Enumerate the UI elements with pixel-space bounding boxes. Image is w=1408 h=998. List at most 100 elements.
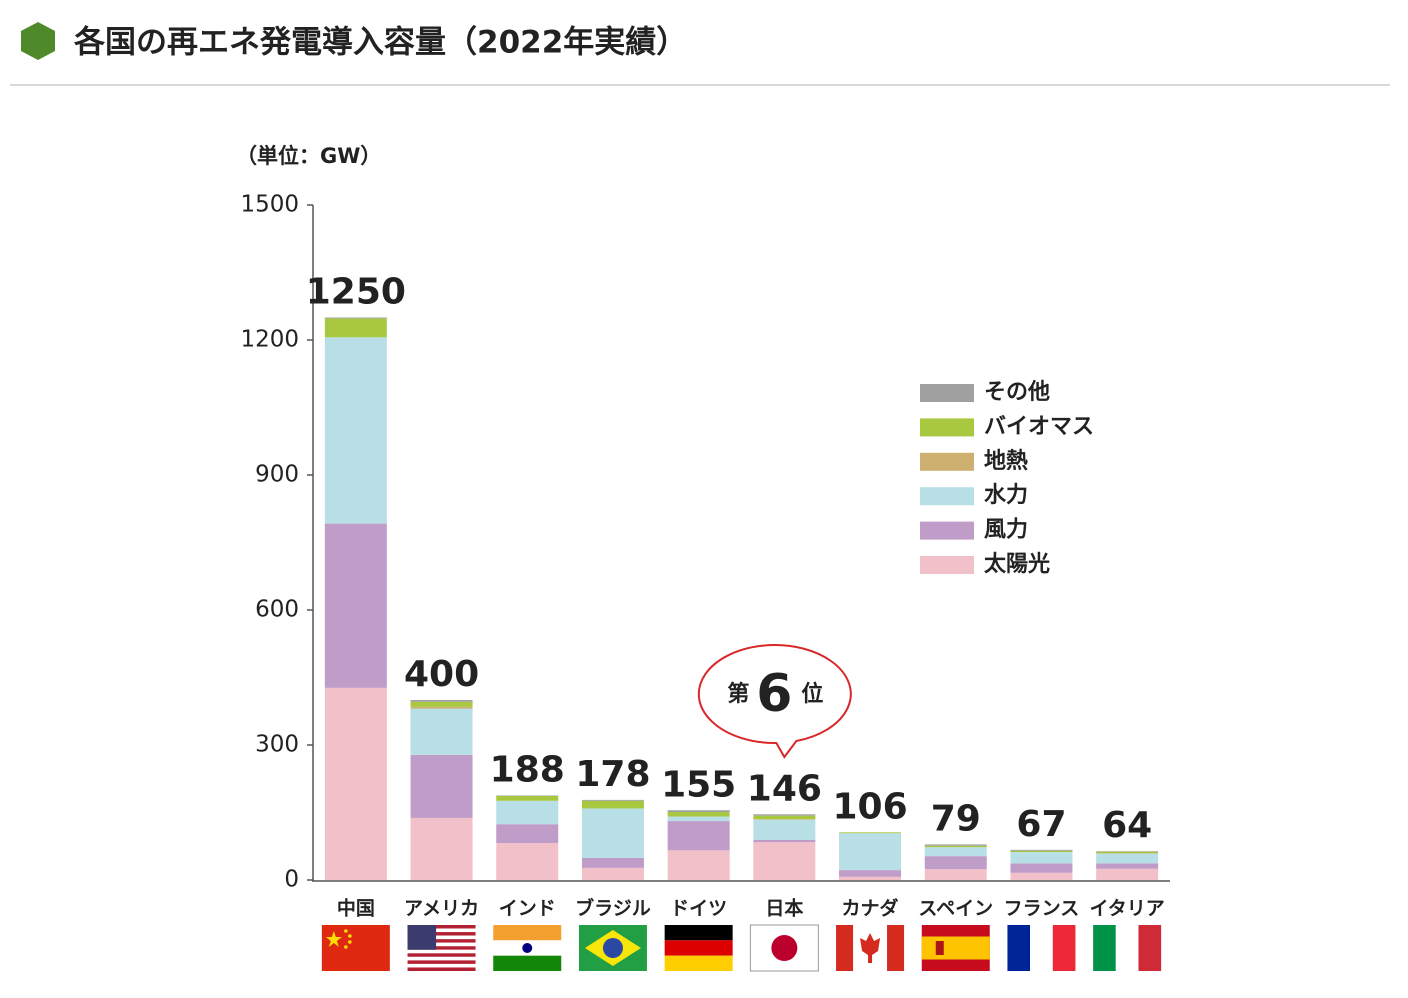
bar-segment bbox=[324, 687, 387, 880]
bar-segment bbox=[839, 832, 902, 834]
flag bbox=[578, 925, 647, 971]
flag bbox=[921, 925, 990, 971]
flag-part bbox=[348, 940, 352, 944]
bar-segment bbox=[1010, 850, 1073, 853]
flag-part bbox=[407, 942, 476, 947]
bar-segment bbox=[410, 706, 473, 709]
total-label: 178 bbox=[575, 754, 650, 795]
legend-label: 地熱 bbox=[984, 448, 1028, 474]
bar-segment bbox=[410, 817, 473, 880]
total-label: 67 bbox=[1016, 804, 1066, 845]
legend-label: バイオマス bbox=[984, 414, 1094, 439]
legend-label: 風力 bbox=[984, 518, 1028, 543]
legend-swatch bbox=[920, 487, 974, 506]
x-tick-label: スペイン bbox=[918, 898, 993, 920]
bar-segment bbox=[924, 856, 987, 870]
bar-segment bbox=[1010, 849, 1073, 851]
flag bbox=[836, 925, 905, 971]
flag-part bbox=[407, 949, 476, 954]
bar-segment bbox=[496, 795, 559, 801]
bar-segment bbox=[581, 799, 644, 801]
annotation-rank: 6 bbox=[756, 664, 792, 724]
flag-part bbox=[664, 925, 733, 941]
bar-segment bbox=[667, 812, 730, 817]
annotation-suffix: 位 bbox=[801, 681, 823, 707]
flag bbox=[321, 925, 390, 971]
bar-segment bbox=[667, 816, 730, 822]
chart-title: 各国の再エネ発電導入容量（2022年実績） bbox=[73, 25, 687, 61]
bar-segment bbox=[581, 808, 644, 858]
flag-part bbox=[1030, 925, 1053, 971]
legend-swatch bbox=[920, 452, 974, 471]
legend-label: 太陽光 bbox=[984, 552, 1050, 577]
flag-part bbox=[407, 953, 476, 957]
bar-segment bbox=[753, 839, 816, 843]
flag-part bbox=[493, 925, 562, 941]
bar-segment bbox=[1010, 872, 1073, 880]
x-tick-label: インド bbox=[499, 898, 556, 920]
total-label: 1250 bbox=[306, 272, 406, 313]
bar-segment bbox=[496, 824, 559, 844]
bar-segment bbox=[924, 869, 987, 880]
flag-part bbox=[344, 945, 348, 949]
flag-part bbox=[1052, 925, 1076, 971]
flag-part bbox=[664, 940, 733, 956]
flag bbox=[1007, 925, 1076, 971]
flag-part bbox=[407, 963, 476, 968]
bar-segment bbox=[924, 845, 987, 848]
bar-segment bbox=[667, 850, 730, 880]
x-tick-label: 日本 bbox=[765, 897, 803, 920]
bar-segment bbox=[324, 337, 387, 524]
bar-segment bbox=[1096, 853, 1159, 864]
legend-swatch bbox=[920, 556, 974, 574]
flag-part bbox=[664, 955, 733, 971]
total-label: 64 bbox=[1102, 805, 1152, 846]
flag-part bbox=[1115, 925, 1139, 971]
flag-part bbox=[407, 967, 476, 971]
bar-segment bbox=[581, 867, 644, 880]
bar-segment bbox=[924, 847, 987, 857]
flag-part bbox=[407, 960, 476, 964]
flag bbox=[1093, 925, 1162, 971]
bar-segment bbox=[839, 833, 902, 871]
flag-part bbox=[1093, 925, 1116, 971]
legend-label: 水力 bbox=[984, 483, 1028, 508]
bar-segment bbox=[839, 870, 902, 877]
bar-segment bbox=[667, 821, 730, 851]
annotation-bubble bbox=[697, 644, 852, 759]
x-tick-label: ドイツ bbox=[670, 898, 727, 920]
bar-segment bbox=[581, 857, 644, 868]
flag bbox=[664, 925, 733, 971]
y-tick-label: 1500 bbox=[240, 192, 299, 218]
x-tick-label: ブラジル bbox=[575, 897, 651, 920]
y-tick-label: 900 bbox=[255, 462, 299, 488]
flag-part bbox=[749, 924, 819, 972]
bar-segment bbox=[753, 842, 816, 880]
flag-part bbox=[344, 929, 348, 933]
bar-segment bbox=[581, 800, 644, 809]
flag-part bbox=[325, 931, 342, 947]
flag-part bbox=[407, 935, 476, 940]
bar-segment bbox=[324, 523, 387, 688]
flag-part bbox=[348, 934, 352, 938]
bar-segment bbox=[410, 700, 473, 702]
legend-swatch bbox=[920, 418, 974, 437]
flag bbox=[749, 924, 819, 972]
x-tick-label: フランス bbox=[1004, 898, 1080, 920]
flag-part bbox=[407, 946, 476, 950]
unit-label: （単位：GW） bbox=[236, 144, 381, 168]
flag-part bbox=[771, 935, 798, 961]
x-tick-label: 中国 bbox=[337, 897, 375, 920]
total-label: 79 bbox=[931, 798, 981, 839]
legend-label: その他 bbox=[984, 380, 1050, 405]
bar-segment bbox=[410, 708, 473, 755]
bar-segment bbox=[496, 800, 559, 825]
flag-part bbox=[522, 943, 533, 953]
y-tick-label: 300 bbox=[255, 732, 299, 758]
flag-part bbox=[407, 925, 476, 929]
flag-part bbox=[407, 928, 476, 933]
bar-segment bbox=[324, 318, 387, 338]
total-label: 106 bbox=[832, 786, 907, 827]
total-label: 146 bbox=[747, 768, 822, 809]
